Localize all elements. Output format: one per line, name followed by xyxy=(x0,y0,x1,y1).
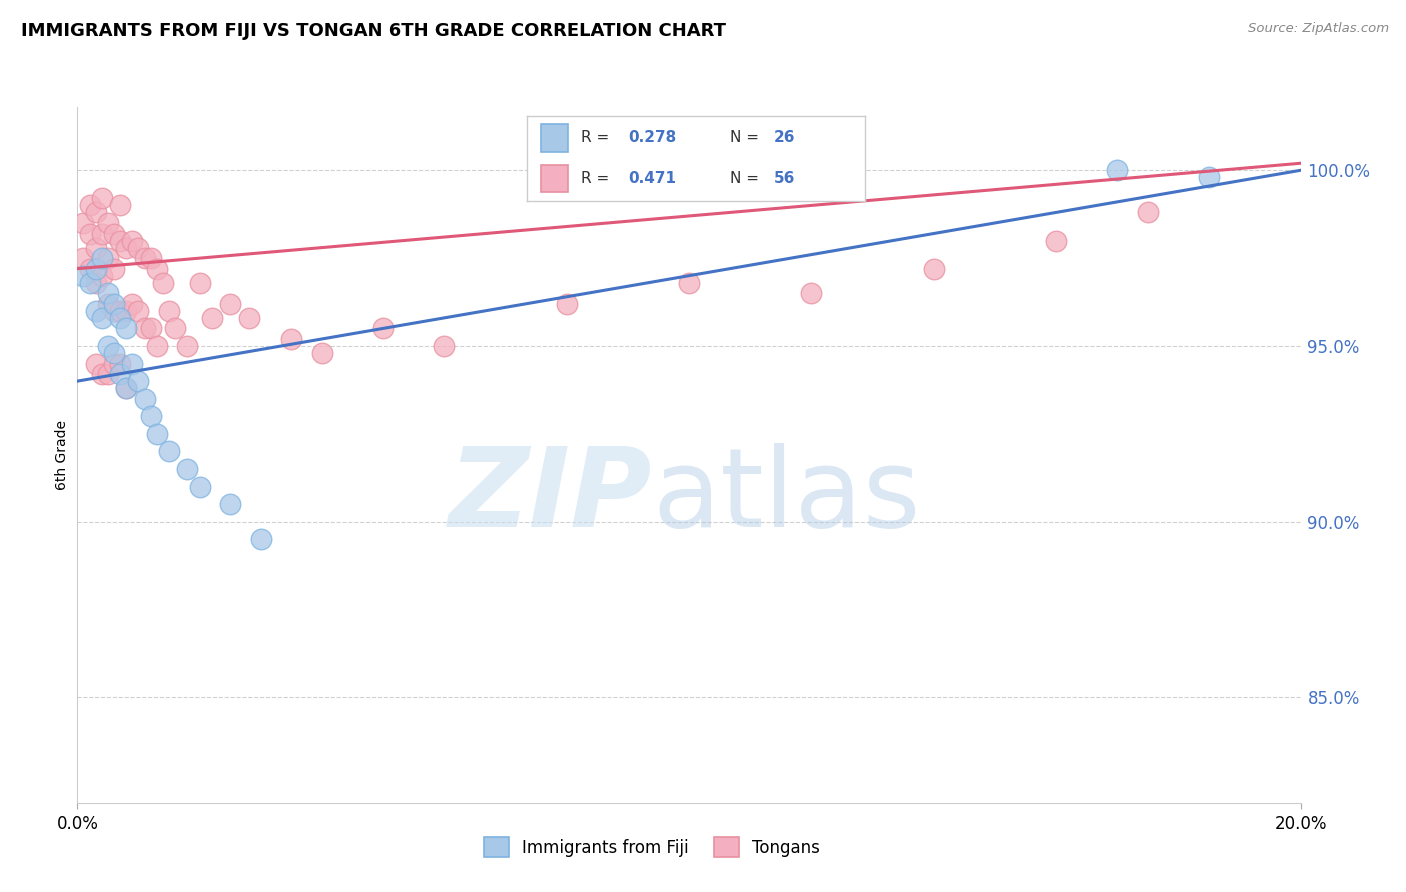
Point xyxy=(90,251,112,265)
Point xyxy=(139,251,162,265)
Point xyxy=(311,346,333,360)
Point xyxy=(97,251,120,265)
Point xyxy=(115,381,138,395)
Point xyxy=(103,303,125,318)
Point xyxy=(115,303,138,318)
Point xyxy=(922,261,945,276)
Point xyxy=(128,241,150,255)
Point xyxy=(84,357,107,371)
Point xyxy=(128,303,150,318)
Point xyxy=(79,276,101,290)
Point xyxy=(90,227,112,241)
Point xyxy=(134,251,156,265)
Text: R =: R = xyxy=(581,170,614,186)
Point xyxy=(72,216,94,230)
Point xyxy=(90,367,112,381)
Text: IMMIGRANTS FROM FIJI VS TONGAN 6TH GRADE CORRELATION CHART: IMMIGRANTS FROM FIJI VS TONGAN 6TH GRADE… xyxy=(21,22,725,40)
Point xyxy=(146,261,169,276)
Point xyxy=(108,198,131,212)
Point xyxy=(1045,234,1067,248)
Point xyxy=(371,321,394,335)
Point xyxy=(97,339,120,353)
Text: 26: 26 xyxy=(773,130,794,145)
Text: ZIP: ZIP xyxy=(449,443,652,550)
Point xyxy=(800,286,823,301)
Point xyxy=(134,392,156,406)
Point xyxy=(90,310,112,325)
Point xyxy=(103,346,125,360)
Point xyxy=(108,310,131,325)
Point xyxy=(115,381,138,395)
Point xyxy=(90,191,112,205)
Point xyxy=(84,276,107,290)
Point xyxy=(188,276,211,290)
Point xyxy=(108,234,131,248)
Point xyxy=(176,339,198,353)
Point xyxy=(219,297,242,311)
Point xyxy=(157,444,180,458)
Point xyxy=(176,462,198,476)
Point xyxy=(250,533,273,547)
Point xyxy=(103,261,125,276)
Text: 56: 56 xyxy=(773,170,794,186)
Text: N =: N = xyxy=(730,130,763,145)
Text: 0.278: 0.278 xyxy=(628,130,676,145)
Point xyxy=(238,310,260,325)
FancyBboxPatch shape xyxy=(541,125,568,152)
Point xyxy=(84,241,107,255)
Point xyxy=(1198,170,1220,185)
Point xyxy=(146,339,169,353)
Point xyxy=(108,303,131,318)
Point xyxy=(97,367,120,381)
Point xyxy=(152,276,174,290)
Legend: Immigrants from Fiji, Tongans: Immigrants from Fiji, Tongans xyxy=(478,830,827,864)
Point xyxy=(121,297,143,311)
Point xyxy=(134,321,156,335)
Point xyxy=(219,497,242,511)
Text: N =: N = xyxy=(730,170,763,186)
Point xyxy=(146,426,169,441)
Point xyxy=(103,297,125,311)
Point xyxy=(115,321,138,335)
Text: R =: R = xyxy=(581,130,614,145)
Point xyxy=(1107,163,1129,178)
Point xyxy=(84,205,107,219)
Point xyxy=(139,321,162,335)
Point xyxy=(103,227,125,241)
Y-axis label: 6th Grade: 6th Grade xyxy=(55,420,69,490)
Point xyxy=(79,198,101,212)
Point xyxy=(201,310,224,325)
Point xyxy=(1136,205,1159,219)
Point xyxy=(121,357,143,371)
Point xyxy=(79,227,101,241)
Point xyxy=(84,303,107,318)
Point xyxy=(90,268,112,283)
Point xyxy=(97,297,120,311)
Point xyxy=(121,234,143,248)
Point xyxy=(115,241,138,255)
FancyBboxPatch shape xyxy=(541,165,568,192)
Point xyxy=(72,268,94,283)
Point xyxy=(128,374,150,388)
Point xyxy=(108,357,131,371)
Point xyxy=(188,479,211,493)
Point xyxy=(79,261,101,276)
Point xyxy=(108,367,131,381)
Text: 0.471: 0.471 xyxy=(628,170,676,186)
Point xyxy=(280,332,302,346)
Point xyxy=(139,409,162,424)
Text: atlas: atlas xyxy=(652,443,921,550)
Point xyxy=(97,216,120,230)
Point xyxy=(72,251,94,265)
Point xyxy=(157,303,180,318)
Point xyxy=(97,286,120,301)
Point xyxy=(555,297,578,311)
Point xyxy=(678,276,700,290)
Point xyxy=(103,357,125,371)
Point xyxy=(84,261,107,276)
Point xyxy=(165,321,187,335)
Text: Source: ZipAtlas.com: Source: ZipAtlas.com xyxy=(1249,22,1389,36)
Point xyxy=(433,339,456,353)
